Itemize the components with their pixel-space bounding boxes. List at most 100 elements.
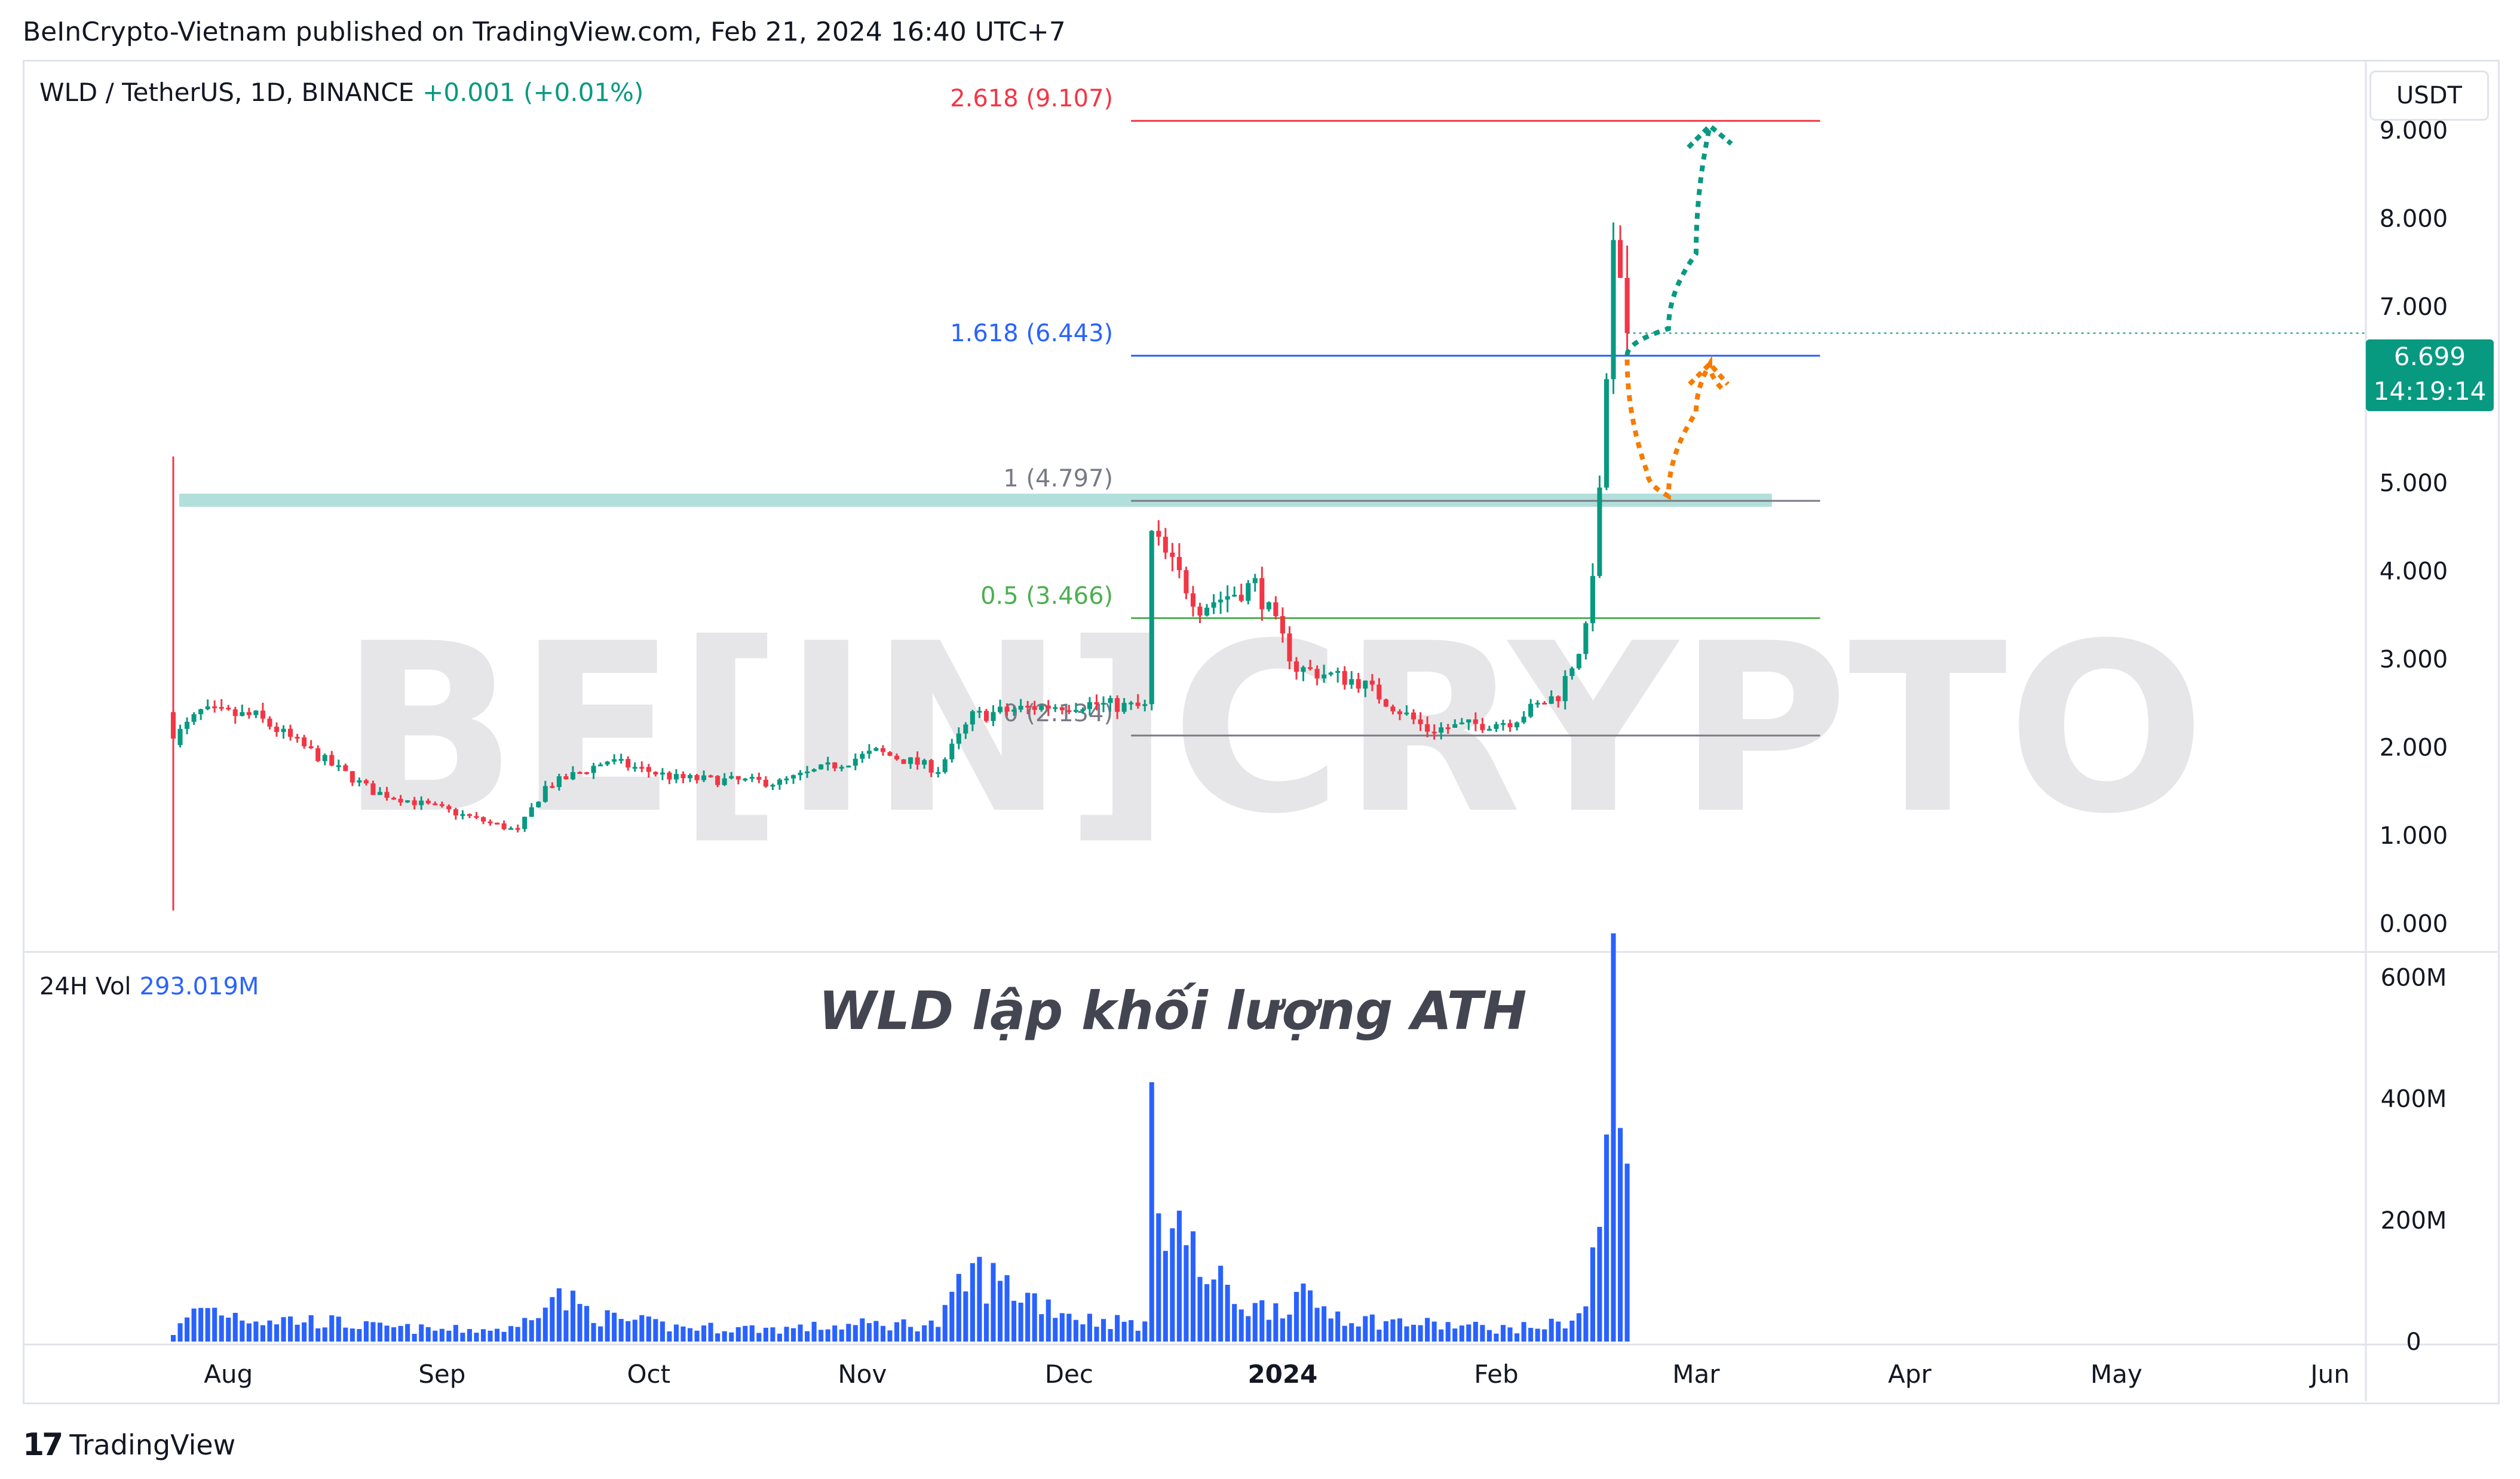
volume-bar[interactable] [267,1320,272,1342]
volume-bar[interactable] [1528,1328,1534,1342]
candle-body[interactable] [1322,674,1327,679]
candle-body[interactable] [1418,719,1423,724]
candle-body[interactable] [288,728,293,737]
candle-body[interactable] [563,776,569,780]
candle-body[interactable] [212,706,217,709]
candle-body[interactable] [308,746,314,749]
volume-bar[interactable] [1549,1318,1554,1342]
candle-body[interactable] [1252,578,1258,583]
candle-body[interactable] [377,792,383,795]
candle-body[interactable] [1618,240,1623,278]
volume-bar[interactable] [735,1327,741,1342]
volume-bar[interactable] [798,1324,803,1342]
candle-body[interactable] [584,772,590,774]
volume-bar[interactable] [398,1325,403,1342]
volume-bar[interactable] [1066,1313,1072,1342]
volume-bar[interactable] [370,1322,376,1342]
volume-bar[interactable] [1059,1313,1065,1342]
volume-bar[interactable] [887,1330,893,1342]
candle-body[interactable] [363,780,369,783]
candle-body[interactable] [1425,724,1430,732]
volume-bar[interactable] [1301,1283,1306,1342]
volume-bar[interactable] [894,1322,900,1342]
volume-bar[interactable] [198,1307,204,1342]
volume-bar[interactable] [260,1325,265,1342]
volume-bar[interactable] [542,1307,548,1342]
candle-body[interactable] [1445,727,1451,730]
volume-bar[interactable] [363,1321,369,1342]
volume-bar[interactable] [1342,1325,1347,1342]
candle-body[interactable] [1156,531,1161,537]
volume-bar[interactable] [508,1326,514,1342]
volume-bar[interactable] [1356,1326,1361,1342]
candle-body[interactable] [873,748,879,751]
candle-body[interactable] [1507,723,1513,728]
candle-body[interactable] [508,828,514,830]
candle-body[interactable] [790,775,796,779]
volume-bar[interactable] [1363,1316,1368,1342]
volume-bar[interactable] [350,1328,355,1342]
volume-bar[interactable] [1163,1251,1168,1342]
candle-body[interactable] [1211,602,1216,608]
candle-body[interactable] [1562,676,1568,702]
volume-bar[interactable] [729,1332,734,1342]
volume-bar[interactable] [763,1327,768,1342]
volume-bar[interactable] [1445,1322,1451,1342]
volume-bar[interactable] [639,1315,645,1342]
candle-body[interactable] [1549,696,1554,704]
candle-body[interactable] [942,759,948,773]
candle-body[interactable] [177,728,183,745]
candle-body[interactable] [453,809,458,816]
volume-bar[interactable] [866,1323,872,1342]
volume-bar[interactable] [1246,1316,1251,1342]
candle-body[interactable] [770,785,775,787]
candle-body[interactable] [1100,703,1106,705]
candle-body[interactable] [1301,667,1306,672]
candle-body[interactable] [446,806,452,810]
volume-bar[interactable] [556,1288,562,1342]
volume-bar[interactable] [480,1329,486,1342]
candle-body[interactable] [1369,680,1375,685]
volume-bar[interactable] [605,1310,610,1342]
volume-bar[interactable] [1046,1299,1051,1342]
candle-body[interactable] [936,772,941,774]
candle-body[interactable] [715,776,721,785]
volume-bar[interactable] [584,1306,590,1342]
volume-bar[interactable] [281,1317,286,1342]
volume-bar[interactable] [805,1331,810,1342]
currency-button[interactable]: USDT [2369,71,2489,121]
volume-bar[interactable] [240,1320,245,1342]
volume-bar[interactable] [701,1325,707,1342]
candle-body[interactable] [274,727,280,732]
volume-bar[interactable] [1466,1324,1471,1342]
volume-bar[interactable] [226,1317,231,1342]
candle-body[interactable] [1018,706,1023,710]
volume-bar[interactable] [1149,1082,1154,1342]
volume-bar[interactable] [177,1323,183,1342]
volume-bar[interactable] [495,1328,500,1342]
volume-bar[interactable] [1218,1266,1224,1342]
candle-body[interactable] [846,765,851,768]
volume-bar[interactable] [1287,1314,1292,1342]
volume-bar[interactable] [922,1325,927,1342]
volume-bar[interactable] [1115,1315,1120,1342]
candle-body[interactable] [232,709,238,716]
volume-bar[interactable] [446,1330,452,1342]
candle-body[interactable] [1459,722,1464,725]
candle-body[interactable] [1225,596,1230,600]
volume-bar[interactable] [288,1316,293,1342]
candle-body[interactable] [1039,705,1044,711]
candle-body[interactable] [439,804,444,806]
volume-bar[interactable] [591,1322,596,1342]
volume-bar[interactable] [1377,1330,1382,1342]
volume-bar[interactable] [1142,1321,1148,1342]
candle-body[interactable] [495,822,500,825]
candle-body[interactable] [956,733,961,744]
candle-body[interactable] [680,774,686,779]
candle-body[interactable] [1335,670,1341,673]
candle-body[interactable] [433,803,438,806]
volume-bar[interactable] [1583,1306,1589,1342]
candle-body[interactable] [1059,707,1065,711]
volume-bar[interactable] [1080,1324,1086,1342]
candle-body[interactable] [1624,278,1630,333]
